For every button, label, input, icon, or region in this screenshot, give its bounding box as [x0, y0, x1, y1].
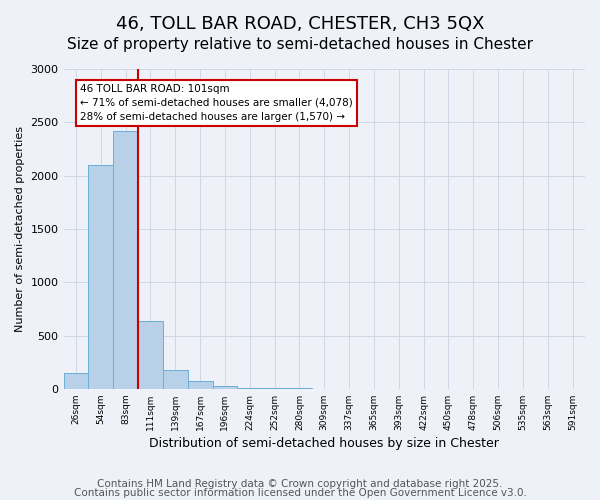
Text: Contains public sector information licensed under the Open Government Licence v3: Contains public sector information licen… — [74, 488, 526, 498]
Bar — [113, 131, 138, 389]
Bar — [163, 370, 188, 389]
Y-axis label: Number of semi-detached properties: Number of semi-detached properties — [15, 126, 25, 332]
Bar — [88, 165, 113, 389]
X-axis label: Distribution of semi-detached houses by size in Chester: Distribution of semi-detached houses by … — [149, 437, 499, 450]
Text: 46, TOLL BAR ROAD, CHESTER, CH3 5QX: 46, TOLL BAR ROAD, CHESTER, CH3 5QX — [116, 15, 484, 33]
Bar — [238, 388, 262, 389]
Bar — [212, 386, 238, 389]
Text: Contains HM Land Registry data © Crown copyright and database right 2025.: Contains HM Land Registry data © Crown c… — [97, 479, 503, 489]
Bar — [262, 388, 287, 389]
Bar — [138, 320, 163, 389]
Bar — [188, 381, 212, 389]
Bar — [64, 373, 88, 389]
Text: 46 TOLL BAR ROAD: 101sqm
← 71% of semi-detached houses are smaller (4,078)
28% o: 46 TOLL BAR ROAD: 101sqm ← 71% of semi-d… — [80, 84, 353, 122]
Text: Size of property relative to semi-detached houses in Chester: Size of property relative to semi-detach… — [67, 38, 533, 52]
